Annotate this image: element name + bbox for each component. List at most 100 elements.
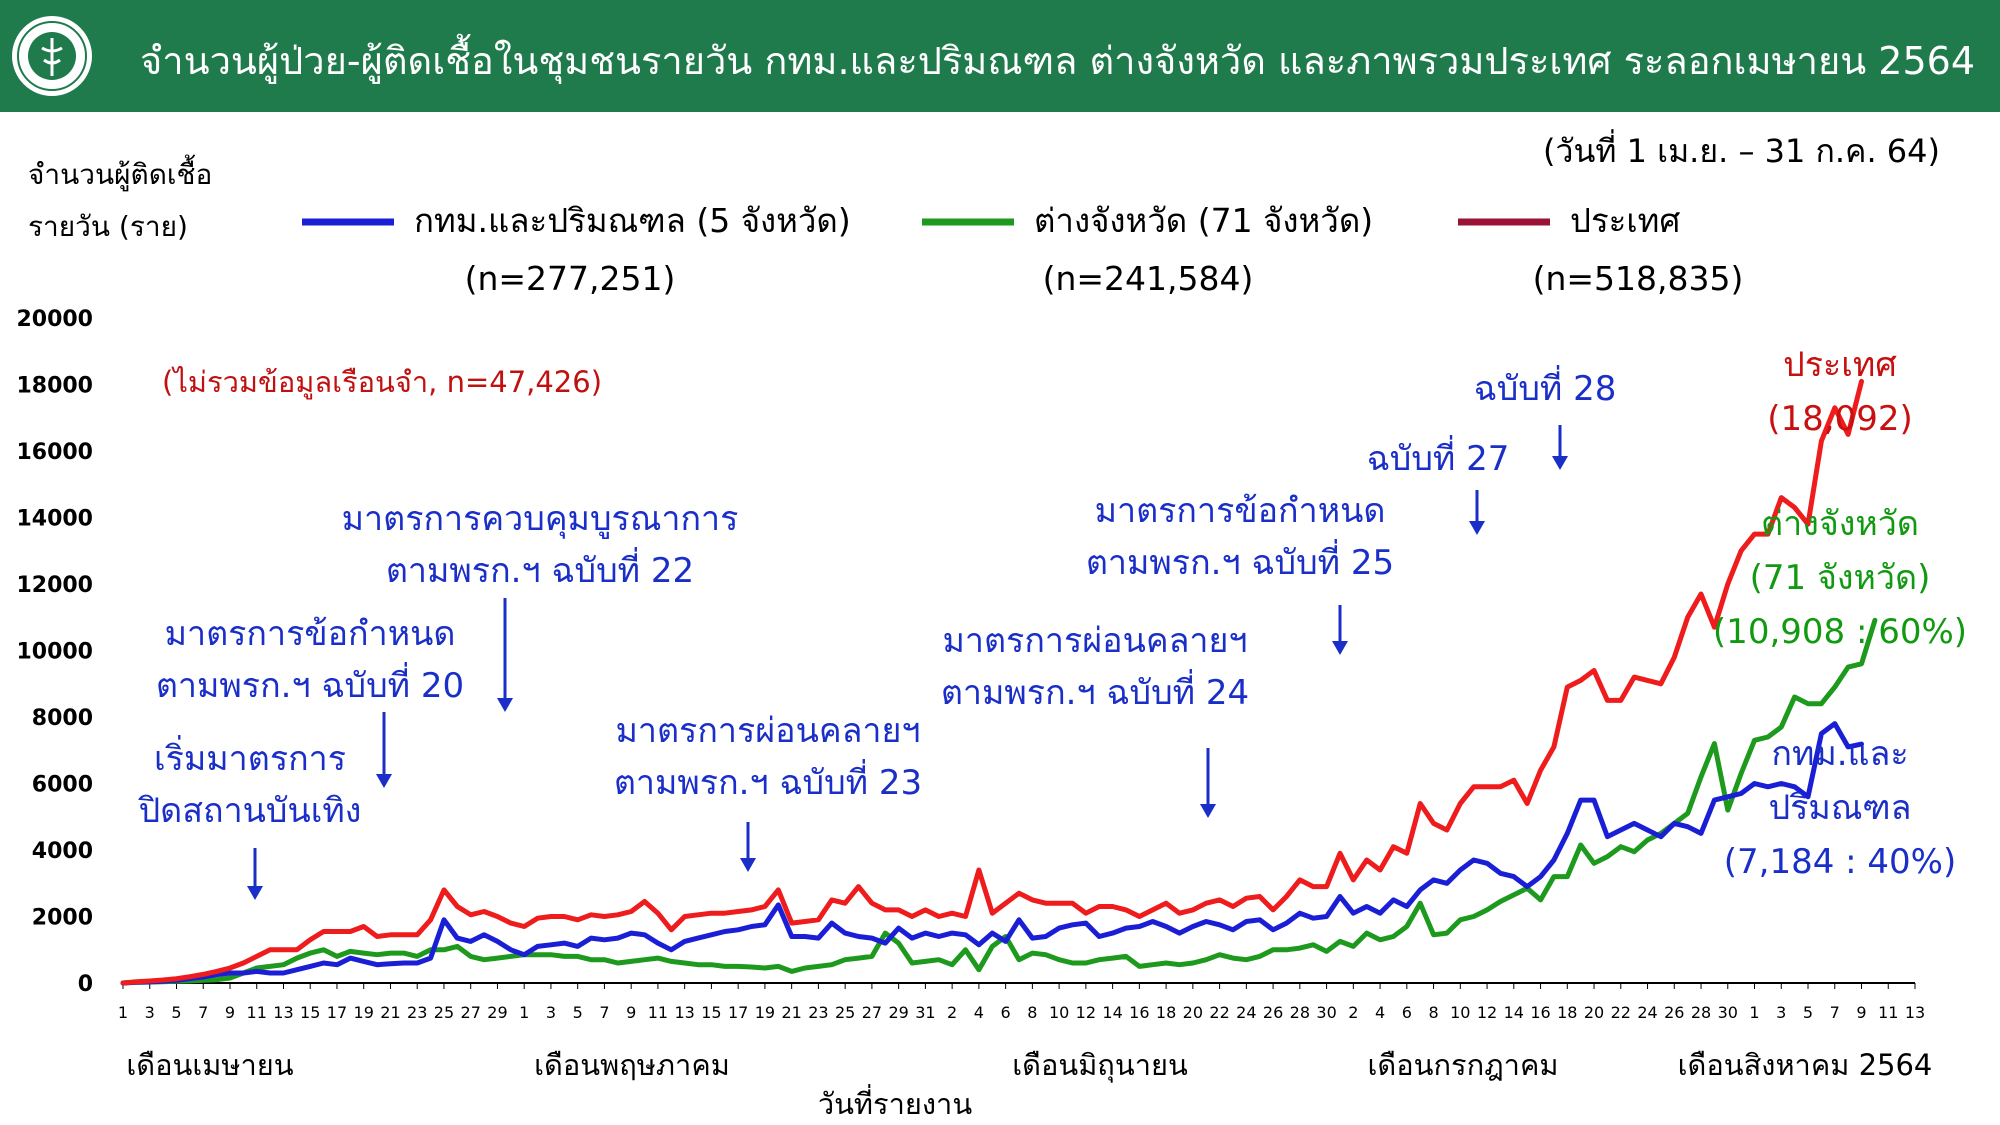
x-tick-label: 28 [1290,1003,1310,1022]
x-tick-label: 5 [1803,1003,1813,1022]
header-bar: จำนวนผู้ป่วย-ผู้ติดเชื้อในชุมชนรายวัน กท… [0,0,2000,112]
x-tick-label: 1 [118,1003,128,1022]
annotation-arrowhead [1469,521,1485,535]
y-tick-label: 0 [78,972,93,997]
x-tick-label: 6 [1402,1003,1412,1022]
annotation-text: มาตรการข้อกำหนด [1095,491,1386,531]
x-tick-label: 21 [380,1003,400,1022]
x-tick-label: 11 [247,1003,267,1022]
y-tick-label: 4000 [32,839,93,864]
annotation-arrowhead [247,886,263,900]
end-label-provinces: (10,908 : 60%) [1713,612,1967,652]
y-tick-label: 12000 [16,573,93,598]
x-tick-label: 14 [1504,1003,1524,1022]
annotation-text: ตามพรก.ฯ ฉบับที่ 20 [156,662,464,706]
exclusion-note: (ไม่รวมข้อมูลเรือนจำ, n=47,426) [162,365,602,400]
legend-count: (n=241,584) [1043,259,1254,298]
x-tick-label: 24 [1637,1003,1657,1022]
x-tick-label: 7 [599,1003,609,1022]
end-label-bangkok: ปริมณฑล [1769,788,1912,828]
x-axis-title: วันที่รายงาน [818,1084,973,1121]
y-axis-title: จำนวนผู้ติดเชื้อ [28,154,212,192]
x-tick-label: 12 [1076,1003,1096,1022]
x-tick-label: 22 [1209,1003,1229,1022]
annotation-arrowhead [1552,456,1568,470]
end-label-country: (18,092) [1767,399,1913,439]
x-tick-label: 12 [1477,1003,1497,1022]
annotation-arrowhead [376,774,392,788]
month-label: เดือนเมษายน [126,1048,293,1082]
annotation-text: เริ่มมาตรการ [154,735,346,779]
page-title: จำนวนผู้ป่วย-ผู้ติดเชื้อในชุมชนรายวัน กท… [140,39,1976,83]
annotation-arrowhead [1332,641,1348,655]
x-tick-label: 4 [1375,1003,1385,1022]
x-tick-label: 23 [808,1003,828,1022]
month-label: เดือนสิงหาคม 2564 [1678,1048,1933,1082]
x-tick-label: 15 [701,1003,721,1022]
annotation-text: มาตรการควบคุมบูรณาการ [342,499,739,539]
x-tick-label: 26 [1664,1003,1684,1022]
series-line [120,378,1864,986]
x-tick-label: 7 [198,1003,208,1022]
end-label-bangkok: (7,184 : 40%) [1724,842,1957,882]
x-tick-label: 14 [1102,1003,1122,1022]
x-tick-label: 17 [728,1003,748,1022]
x-tick-label: 1 [1749,1003,1759,1022]
annotation-text: ฉบับที่ 27 [1367,435,1510,479]
x-tick-label: 9 [626,1003,636,1022]
x-tick-label: 30 [1316,1003,1336,1022]
x-tick-label: 16 [1129,1003,1149,1022]
x-tick-label: 23 [407,1003,427,1022]
x-tick-label: 27 [862,1003,882,1022]
x-tick-label: 8 [1428,1003,1438,1022]
x-tick-label: 20 [1584,1003,1604,1022]
annotation-text: ตามพรก.ฯ ฉบับที่ 22 [386,547,694,591]
x-tick-label: 7 [1830,1003,1840,1022]
annotation-text: มาตรการผ่อนคลายฯ [615,711,920,751]
x-tick-label: 10 [1049,1003,1069,1022]
x-tick-label: 1 [519,1003,529,1022]
annotation-text: มาตรการข้อกำหนด [165,614,456,654]
x-tick-label: 22 [1611,1003,1631,1022]
legend-label: ประเทศ [1570,201,1680,240]
x-tick-label: 26 [1263,1003,1283,1022]
legend-label: ต่างจังหวัด (71 จังหวัด) [1034,201,1373,240]
x-tick-label: 20 [1183,1003,1203,1022]
end-label-bangkok: กทม.และ [1771,734,1908,774]
x-tick-label: 2 [947,1003,957,1022]
x-tick-label: 3 [145,1003,155,1022]
x-tick-label: 30 [1718,1003,1738,1022]
x-tick-label: 13 [1905,1003,1925,1022]
x-tick-label: 9 [1856,1003,1866,1022]
x-tick-label: 15 [300,1003,320,1022]
x-tick-label: 9 [225,1003,235,1022]
x-tick-label: 16 [1530,1003,1550,1022]
x-tick-label: 11 [1878,1003,1898,1022]
y-tick-label: 14000 [16,507,93,532]
annotation-text: ตามพรก.ฯ ฉบับที่ 24 [941,669,1249,713]
x-tick-label: 10 [1450,1003,1470,1022]
series-line [120,721,1864,986]
annotation-text: ตามพรก.ฯ ฉบับที่ 25 [1086,539,1394,583]
x-tick-label: 27 [461,1003,481,1022]
y-tick-label: 16000 [16,440,93,465]
end-label-country: ประเทศ [1783,345,1897,385]
annotation-arrowhead [1200,804,1216,818]
y-axis-title: รายวัน (ราย) [28,210,188,243]
x-tick-label: 3 [546,1003,556,1022]
x-tick-label: 25 [434,1003,454,1022]
legend-count: (n=277,251) [465,259,676,298]
x-tick-label: 19 [755,1003,775,1022]
date-range: (วันที่ 1 เม.ย. – 31 ก.ค. 64) [1543,129,1940,170]
annotation-arrowhead [740,858,756,872]
y-tick-label: 8000 [32,706,93,731]
legend-label: กทม.และปริมณฑล (5 จังหวัด) [414,201,851,240]
x-tick-label: 28 [1691,1003,1711,1022]
legend-count: (n=518,835) [1533,259,1744,298]
x-tick-label: 4 [974,1003,984,1022]
x-tick-label: 6 [1001,1003,1011,1022]
x-tick-label: 17 [327,1003,347,1022]
y-tick-label: 18000 [16,374,93,399]
x-tick-label: 31 [915,1003,935,1022]
